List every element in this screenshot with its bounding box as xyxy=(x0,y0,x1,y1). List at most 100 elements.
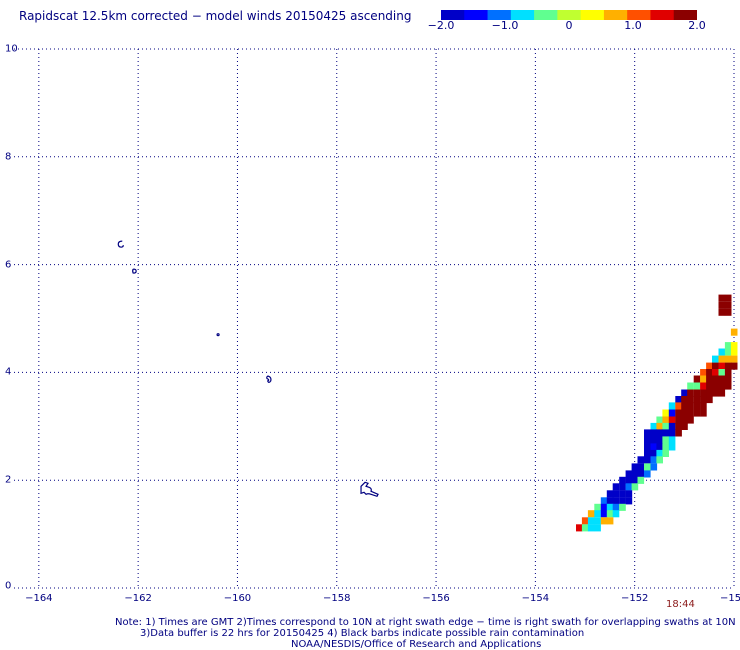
wind-difference-cell xyxy=(644,463,651,471)
wind-difference-cell xyxy=(606,510,614,518)
wind-difference-cell xyxy=(718,294,726,302)
wind-difference-cell xyxy=(700,389,707,397)
wind-difference-cell xyxy=(668,443,676,451)
wind-difference-cell xyxy=(594,510,601,518)
wind-difference-cell xyxy=(687,382,694,390)
wind-difference-cell xyxy=(600,517,608,525)
wind-difference-cell xyxy=(619,497,626,505)
wind-difference-cell xyxy=(662,422,669,430)
wind-difference-cell xyxy=(718,308,726,316)
wind-difference-cell xyxy=(724,382,732,390)
colorbar-tick-label: 2.0 xyxy=(688,19,706,32)
wind-difference-cell xyxy=(644,470,651,478)
wind-difference-cell xyxy=(730,355,738,363)
wind-difference-cell xyxy=(724,294,732,302)
wind-difference-cell xyxy=(650,443,658,451)
wind-difference-cell xyxy=(712,375,719,383)
wind-difference-cell xyxy=(619,490,626,498)
wind-difference-cell xyxy=(681,422,688,430)
latitude-tick-label: 4 xyxy=(5,366,12,378)
wind-difference-cell xyxy=(656,443,663,451)
wind-difference-cell xyxy=(576,524,583,532)
wind-difference-cell xyxy=(600,497,608,505)
wind-difference-cell xyxy=(587,524,595,532)
wind-difference-cell xyxy=(625,483,633,491)
wind-difference-cell xyxy=(693,396,701,404)
colorbar-segment xyxy=(510,10,535,20)
wind-difference-cell xyxy=(656,429,663,437)
wind-difference-cell xyxy=(712,389,719,397)
wind-difference-cell xyxy=(687,416,694,424)
wind-difference-cell xyxy=(637,463,645,471)
wind-difference-cell xyxy=(631,463,639,471)
longitude-tick-label: −164 xyxy=(25,593,53,604)
wind-difference-cell xyxy=(668,436,676,444)
wind-difference-cell xyxy=(637,456,645,464)
wind-difference-cell xyxy=(650,422,658,430)
colorbar-segment xyxy=(603,10,628,20)
wind-difference-cell xyxy=(650,436,658,444)
wind-difference-cell xyxy=(687,409,694,417)
longitude-tick-label: −154 xyxy=(521,593,550,604)
wind-difference-cell xyxy=(662,429,669,437)
wind-difference-cell xyxy=(594,503,601,511)
wind-difference-cell xyxy=(712,369,719,377)
wind-difference-cell xyxy=(687,389,694,397)
note-line-1: Note: 1) Times are GMT 2)Times correspon… xyxy=(115,617,736,628)
wind-difference-cell xyxy=(644,456,651,464)
colorbar-segment xyxy=(487,10,512,20)
wind-difference-cell xyxy=(587,517,595,525)
wind-difference-cell xyxy=(681,396,688,404)
island-outline xyxy=(360,481,379,498)
wind-difference-cell xyxy=(625,497,633,505)
wind-difference-cell xyxy=(724,369,732,377)
wind-difference-cell xyxy=(706,389,713,397)
wind-difference-cell xyxy=(675,396,682,404)
wind-difference-cell xyxy=(600,503,608,511)
wind-difference-cell xyxy=(625,476,633,484)
wind-difference-cell xyxy=(718,362,726,370)
island-outline xyxy=(117,240,124,248)
wind-difference-cell xyxy=(730,342,738,350)
wind-difference-cell xyxy=(730,328,738,336)
longitude-tick-label: −160 xyxy=(223,593,252,604)
wind-difference-cell xyxy=(700,396,707,404)
wind-difference-cell xyxy=(612,497,620,505)
wind-difference-cell xyxy=(687,396,694,404)
island-outline xyxy=(216,333,220,337)
wind-difference-cell xyxy=(644,449,651,457)
wind-difference-cell xyxy=(724,301,732,309)
latitude-tick-label: 0 xyxy=(5,580,12,592)
wind-difference-cell xyxy=(594,517,601,525)
wind-difference-cell xyxy=(681,389,688,397)
wind-difference-cell xyxy=(644,443,651,451)
wind-difference-cell xyxy=(594,524,601,532)
note-line-2: 3)Data buffer is 22 hrs for 20150425 4) … xyxy=(140,628,585,639)
wind-difference-cell xyxy=(724,375,732,383)
wind-difference-cell xyxy=(687,402,694,410)
colorbar-tick-label: −2.0 xyxy=(427,19,455,32)
wind-difference-cell xyxy=(625,490,633,498)
wind-difference-cell xyxy=(606,497,614,505)
island-outline xyxy=(266,375,272,384)
wind-difference-cell xyxy=(718,382,726,390)
wind-difference-cell xyxy=(718,348,726,356)
wind-difference-cell xyxy=(581,524,589,532)
wind-difference-cell xyxy=(637,476,645,484)
wind-difference-cell xyxy=(724,348,732,356)
wind-difference-cell xyxy=(619,483,626,491)
wind-difference-cell xyxy=(656,449,663,457)
longitude-tick-label: −162 xyxy=(124,593,152,604)
map-title: Rapidscat 12.5km corrected − model winds… xyxy=(19,9,412,23)
wind-difference-cell xyxy=(724,362,732,370)
wind-difference-cell xyxy=(700,375,707,383)
note-line-3: NOAA/NESDIS/Office of Research and Appli… xyxy=(291,639,542,650)
wind-difference-cell xyxy=(730,348,738,356)
colorbar-tick-label: −1.0 xyxy=(491,19,519,32)
wind-difference-cell xyxy=(706,396,713,404)
colorbar-segment xyxy=(627,10,651,20)
wind-difference-cell xyxy=(700,369,707,377)
wind-difference-cell xyxy=(612,483,620,491)
wind-difference-cell xyxy=(675,409,682,417)
